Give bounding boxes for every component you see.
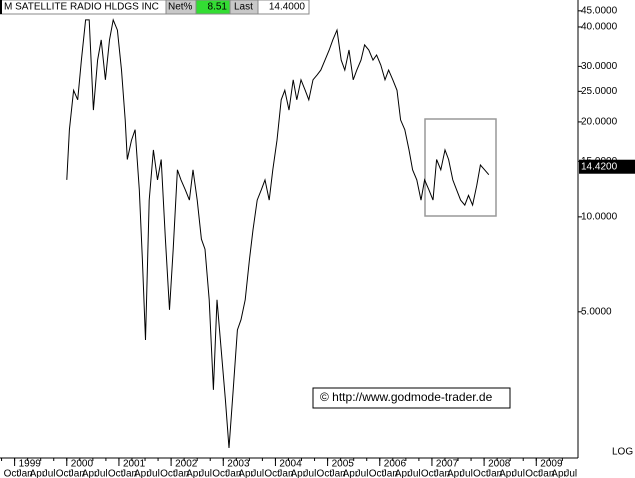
x-minor-tick-label: Oct [4,469,20,478]
x-tick-label: 1999 [19,459,42,470]
x-tick-label: 2005 [332,459,355,470]
x-minor-tick-label: Oct [160,469,176,478]
x-tick-label: 2008 [488,459,511,470]
y-tick-label: 45.0000 [581,5,618,16]
x-minor-tick-label: Jan [225,469,241,478]
x-minor-tick-label: Apr [499,469,515,478]
x-minor-tick-label: Jan [69,469,85,478]
last-value: 14.4000 [269,2,306,13]
net-label: Net% [168,2,193,13]
x-minor-tick-label: Jan [538,469,554,478]
x-tick-label: 2004 [279,459,302,470]
y-tick-label: 25.0000 [581,86,618,97]
x-minor-tick-label: Apr [238,469,254,478]
x-minor-tick-label: Jul [304,469,317,478]
x-minor-tick-label: Oct [525,469,541,478]
x-minor-tick-label: Jan [277,469,293,478]
x-minor-tick-label: Jan [173,469,189,478]
x-minor-tick-label: Apr [395,469,411,478]
x-minor-tick-label: Oct [108,469,124,478]
x-minor-tick-label: Jul [356,469,369,478]
scale-label: LOG [612,447,633,458]
x-minor-tick-label: Oct [212,469,228,478]
x-minor-tick-label: Jul [43,469,56,478]
y-tick-label: 30.0000 [581,61,618,72]
x-tick-label: 2009 [540,459,563,470]
x-tick-label: 2000 [71,459,94,470]
x-minor-tick-label: Oct [317,469,333,478]
x-minor-tick-label: Jul [147,469,160,478]
net-value: 8.51 [208,2,228,13]
x-tick-label: 2007 [436,459,459,470]
x-minor-tick-label: Jul [564,469,577,478]
x-minor-tick-label: Apr [134,469,150,478]
header-edge [0,0,2,14]
x-tick-label: 2002 [175,459,198,470]
x-minor-tick-label: Jan [330,469,346,478]
y-tick-label: 20.0000 [581,117,618,128]
x-tick-label: 2006 [384,459,407,470]
x-minor-tick-label: Apr [290,469,306,478]
x-minor-tick-label: Apr [82,469,98,478]
x-tick-label: 2001 [123,459,146,470]
x-minor-tick-label: Oct [264,469,280,478]
x-minor-tick-label: Jan [382,469,398,478]
last-price-box [579,159,635,174]
y-tick-label: 10.0000 [581,212,618,223]
watermark-box [312,387,511,409]
x-minor-tick-label: Apr [551,469,567,478]
x-minor-tick-label: Oct [369,469,385,478]
x-minor-tick-label: Jul [95,469,108,478]
last-label: Last [234,2,253,13]
x-minor-tick-label: Jul [251,469,264,478]
x-minor-tick-label: Jan [486,469,502,478]
y-tick-label: 5.0000 [581,306,612,317]
last-label-cell [229,0,259,15]
x-minor-tick-label: Jan [121,469,137,478]
x-minor-tick-label: Oct [473,469,489,478]
x-minor-tick-label: Jul [512,469,525,478]
x-minor-tick-label: Jan [17,469,33,478]
x-minor-tick-label: Apr [447,469,463,478]
y-tick-label: 40.0000 [581,22,618,33]
x-minor-tick-label: Oct [421,469,437,478]
x-minor-tick-label: Apr [186,469,202,478]
header-title: M SATELLITE RADIO HLDGS INC [4,2,159,13]
x-tick-label: 2003 [227,459,250,470]
x-minor-tick-label: Apr [343,469,359,478]
x-minor-tick-label: Apr [30,469,46,478]
x-minor-tick-label: Jul [199,469,212,478]
watermark: © http://www.godmode-trader.de [320,390,493,404]
last-price-label: 14.4200 [581,161,618,172]
x-minor-tick-label: Jul [460,469,473,478]
x-minor-tick-label: Jan [434,469,450,478]
price-line [66,18,490,449]
x-minor-tick-label: Oct [56,469,72,478]
x-minor-tick-label: Jul [408,469,421,478]
highlight-box [424,118,497,217]
